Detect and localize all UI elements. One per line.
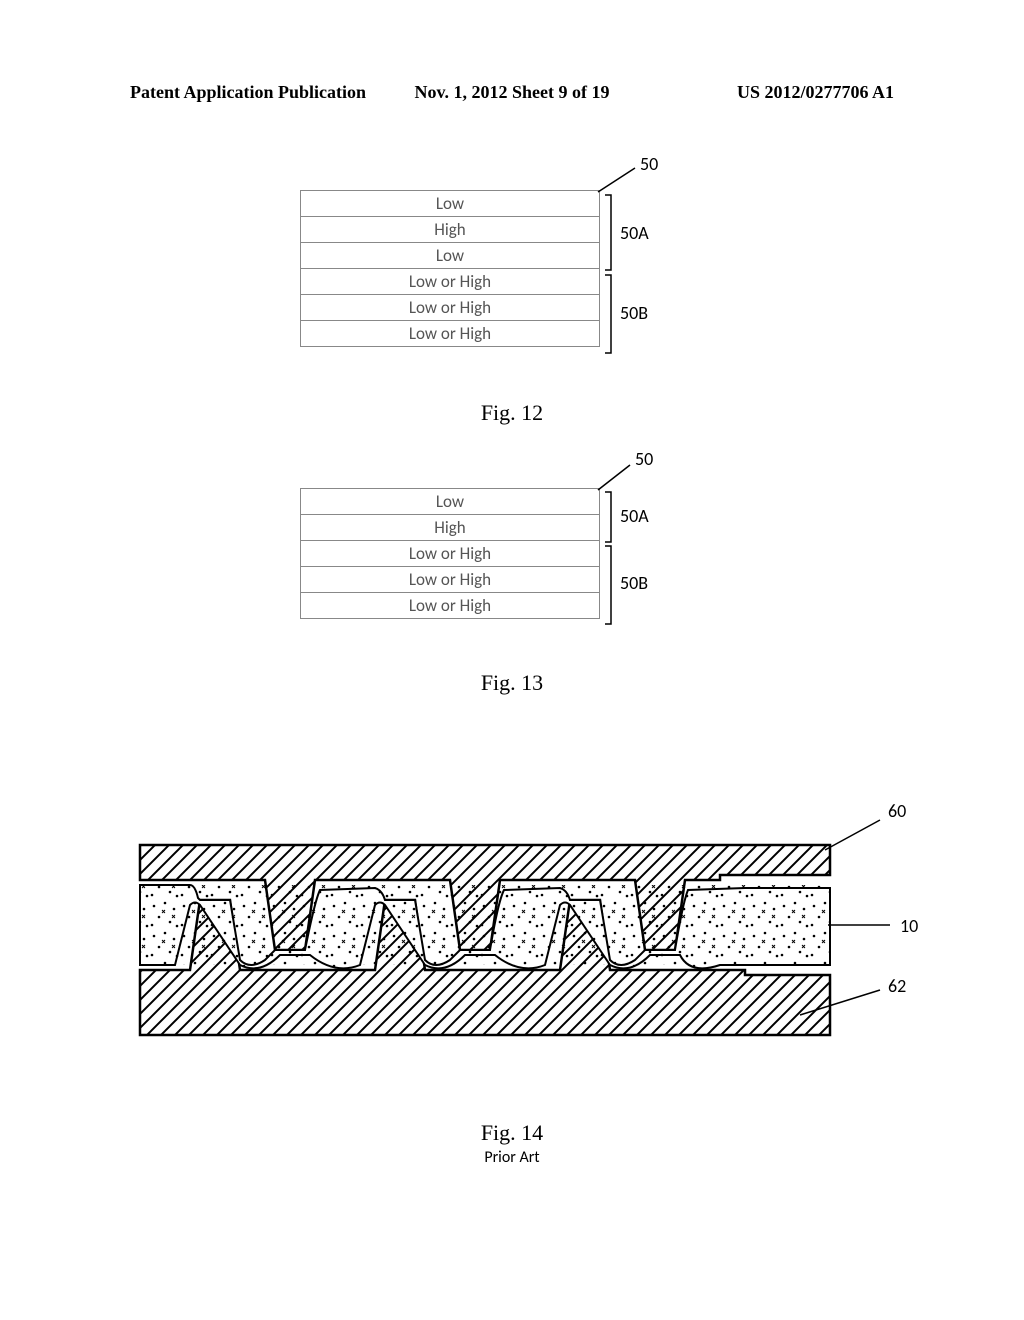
fig12-ref-50: 50 bbox=[640, 153, 658, 175]
fig13-table: Low High Low or High Low or High Low or … bbox=[300, 488, 600, 619]
fig13-caption: Fig. 13 bbox=[481, 670, 543, 696]
fig14-caption: Fig. 14 Prior Art bbox=[481, 1120, 543, 1167]
fig12-ref-50a: 50A bbox=[620, 222, 649, 244]
fig12-table: Low High Low Low or High Low or High Low… bbox=[300, 190, 600, 347]
table-cell: Low bbox=[301, 489, 600, 515]
table-cell: Low or High bbox=[301, 321, 600, 347]
table-cell: High bbox=[301, 217, 600, 243]
table-cell: Low or High bbox=[301, 593, 600, 619]
table-cell: Low bbox=[301, 191, 600, 217]
table-cell: Low or High bbox=[301, 269, 600, 295]
fig14-ref-10: 10 bbox=[900, 915, 918, 937]
fig13-ref-50a: 50A bbox=[620, 505, 649, 527]
table-cell: High bbox=[301, 515, 600, 541]
table-cell: Low or High bbox=[301, 567, 600, 593]
header-right: US 2012/0277706 A1 bbox=[737, 82, 894, 103]
header-left: Patent Application Publication bbox=[130, 82, 366, 103]
fig13-table-container: Low High Low or High Low or High Low or … bbox=[300, 488, 600, 619]
table-cell: Low or High bbox=[301, 541, 600, 567]
table-cell: Low bbox=[301, 243, 600, 269]
fig14-subcaption: Prior Art bbox=[481, 1148, 543, 1167]
fig12-caption: Fig. 12 bbox=[481, 400, 543, 426]
fig13-ref-50b: 50B bbox=[620, 572, 648, 594]
fig14-diagram bbox=[120, 810, 900, 1090]
fig12-ref-50b: 50B bbox=[620, 302, 648, 324]
fig14-ref-60: 60 bbox=[888, 800, 906, 822]
fig13-ref-50: 50 bbox=[635, 448, 653, 470]
fig12-table-container: Low High Low Low or High Low or High Low… bbox=[300, 190, 600, 347]
header-center: Nov. 1, 2012 Sheet 9 of 19 bbox=[415, 82, 610, 103]
page-header: Patent Application Publication Nov. 1, 2… bbox=[0, 82, 1024, 103]
fig14-ref-62: 62 bbox=[888, 975, 906, 997]
fig14-caption-text: Fig. 14 bbox=[481, 1120, 543, 1145]
table-cell: Low or High bbox=[301, 295, 600, 321]
